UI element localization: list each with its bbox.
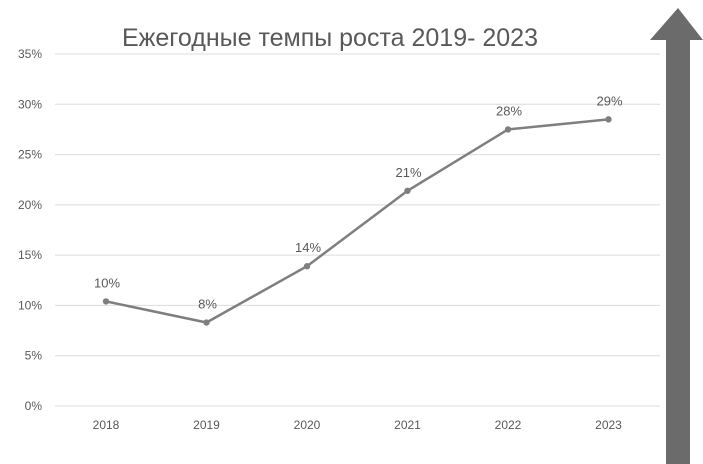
gridlines: [55, 53, 660, 407]
up-arrow-icon: [650, 8, 703, 464]
data-label: 8%: [198, 297, 217, 312]
y-tick-label: 30%: [18, 97, 42, 111]
y-tick-label: 20%: [18, 198, 42, 212]
y-tick-label: 35%: [18, 47, 42, 61]
data-point: [605, 116, 612, 123]
y-tick-label: 25%: [18, 148, 42, 162]
x-tick-label: 2020: [294, 418, 321, 432]
arrow-shape: [650, 8, 703, 464]
chart-title: Ежегодные темпы роста 2019- 2023: [122, 24, 538, 52]
x-tick-label: 2022: [495, 418, 522, 432]
x-tick-label: 2019: [193, 418, 220, 432]
y-tick-label: 0%: [25, 399, 43, 413]
y-axis-tick-labels: 0% 5% 10% 15% 20% 25% 30% 35%: [18, 47, 42, 413]
data-point: [404, 187, 411, 194]
y-tick-label: 5%: [25, 349, 43, 363]
data-labels: 10% 8% 14% 21% 28% 29%: [94, 93, 623, 311]
data-label: 14%: [295, 240, 321, 255]
x-tick-label: 2018: [93, 418, 120, 432]
data-point: [203, 319, 210, 326]
data-point: [504, 126, 512, 133]
data-label: 28%: [496, 103, 522, 118]
y-tick-label: 10%: [18, 298, 42, 312]
y-tick-label: 15%: [18, 248, 42, 262]
x-axis-tick-labels: 2018 2019 2020 2021 2022 2023: [93, 418, 623, 432]
growth-rate-line: [105, 118, 609, 324]
data-point: [102, 298, 110, 305]
data-point: [303, 263, 311, 270]
x-tick-label: 2021: [394, 418, 421, 432]
data-point-markers: [102, 116, 612, 326]
data-label: 10%: [94, 275, 120, 290]
data-label: 21%: [395, 165, 421, 180]
x-tick-label: 2023: [595, 418, 622, 432]
data-label: 29%: [596, 93, 622, 108]
